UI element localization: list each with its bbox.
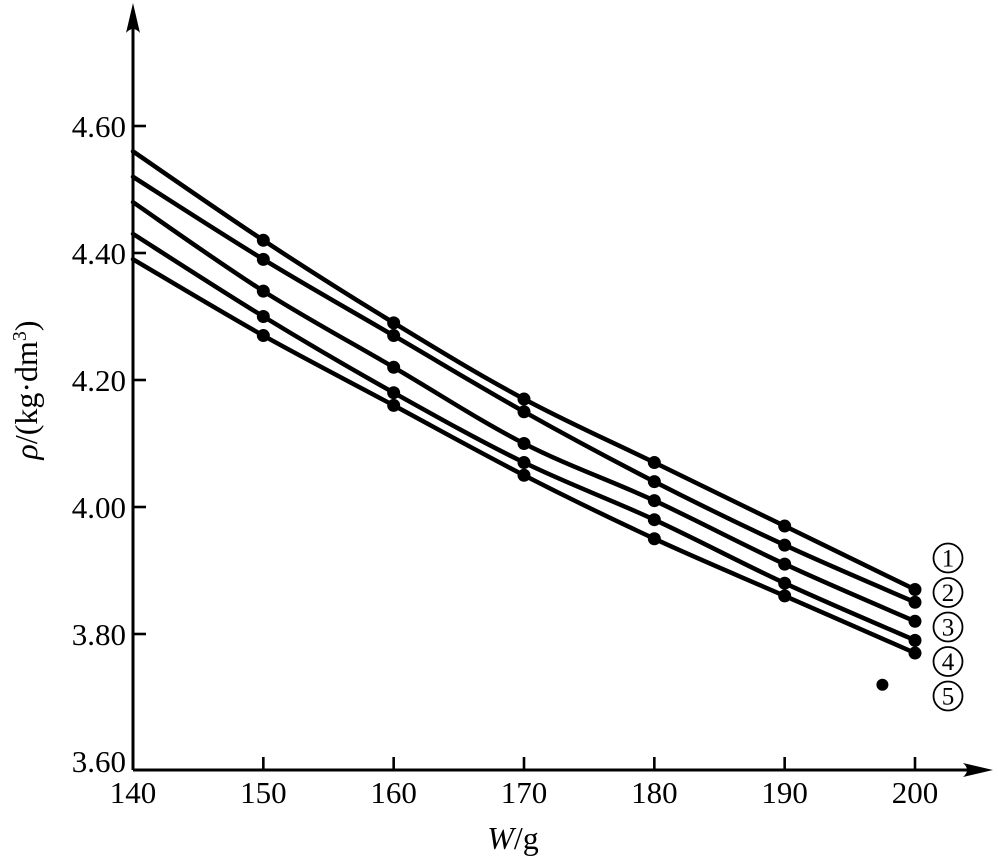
series-4-group [130,231,922,647]
series-3-data-point [387,360,401,374]
series-1-data-point [908,583,922,597]
series-3-group [130,199,922,628]
y-axis-units-exponent: 3 [9,331,32,342]
y-tick-label: 4.40 [72,236,126,271]
y-axis-variable: ρ [8,444,44,460]
series-3-data-point [778,557,792,571]
series-1-curve [130,149,918,592]
series-2-data-point [778,538,792,552]
series-5-group [130,257,922,660]
y-axis-units-close: ) [8,320,44,332]
legend-circle-icon [932,680,964,712]
series-2-data-point [908,595,922,609]
y-axis-arrow-icon [126,3,140,33]
legend-circle-icon [932,611,964,643]
legend-item-1: 1 [932,542,964,574]
x-axis-arrow-icon [963,763,993,777]
series-4-data-point [387,386,401,400]
x-axis-title: W/g [453,822,573,854]
series-2-data-point [256,252,270,266]
legend-circle-icon [932,542,964,574]
legend-number: 5 [942,684,955,711]
series-4-data-point [778,576,792,590]
x-tick-label: 150 [240,775,287,810]
series-1-data-point [256,233,270,247]
isolated-data-point [876,678,889,691]
series-5-data-point [908,646,922,660]
series-5-data-point [517,468,531,482]
series-2-group [130,174,922,609]
series-2-data-point [647,475,661,489]
legend-number: 4 [942,649,955,676]
y-axis-units: /(kg·dm [8,341,44,445]
x-tick-label: 200 [892,775,939,810]
legend-circle-icon [932,646,964,677]
series-2-data-point [387,329,401,343]
x-tick-label: 170 [501,775,548,810]
legend-circle-icon [932,577,964,608]
y-tick-label: 4.20 [72,363,126,398]
y-tick-label: 3.60 [72,744,126,779]
series-4-data-point [517,456,531,470]
legend-item-4: 4 [932,646,964,677]
series-3-data-point [908,614,922,628]
legend-number: 3 [942,615,955,642]
legend-number: 1 [942,546,955,573]
series-3-data-point [517,437,531,450]
series-2-data-point [517,405,531,419]
x-axis-variable: W [487,820,514,856]
series-5-data-point [778,589,792,603]
series-1-data-point [778,519,792,533]
series-1-data-point [647,456,661,470]
x-tick-label: 180 [631,775,678,810]
series-5-data-point [256,329,270,343]
series-4-data-point [647,513,661,527]
y-tick-label: 4.60 [72,109,126,144]
y-axis-title: ρ/(kg·dm3) [8,320,44,460]
series-4-data-point [908,633,922,647]
x-tick-label: 140 [110,775,157,810]
series-1-data-point [387,316,401,330]
series-5-data-point [647,532,661,546]
series-3-data-point [647,494,661,508]
legend-item-3: 3 [932,611,964,643]
x-tick-label: 190 [761,775,808,810]
series-1-group [130,149,922,597]
y-tick-label: 3.80 [72,617,126,652]
series-4-data-point [256,310,270,323]
legend-item-2: 2 [932,577,964,608]
series-3-data-point [256,284,270,298]
y-tick-label: 4.00 [72,490,126,525]
x-tick-label: 160 [370,775,417,810]
legend-number: 2 [942,580,955,607]
series-1-data-point [517,392,531,406]
legend-item-5: 5 [932,680,964,712]
series-5-data-point [387,398,401,412]
series-2-curve [130,174,918,605]
x-axis-units: /g [513,820,539,856]
